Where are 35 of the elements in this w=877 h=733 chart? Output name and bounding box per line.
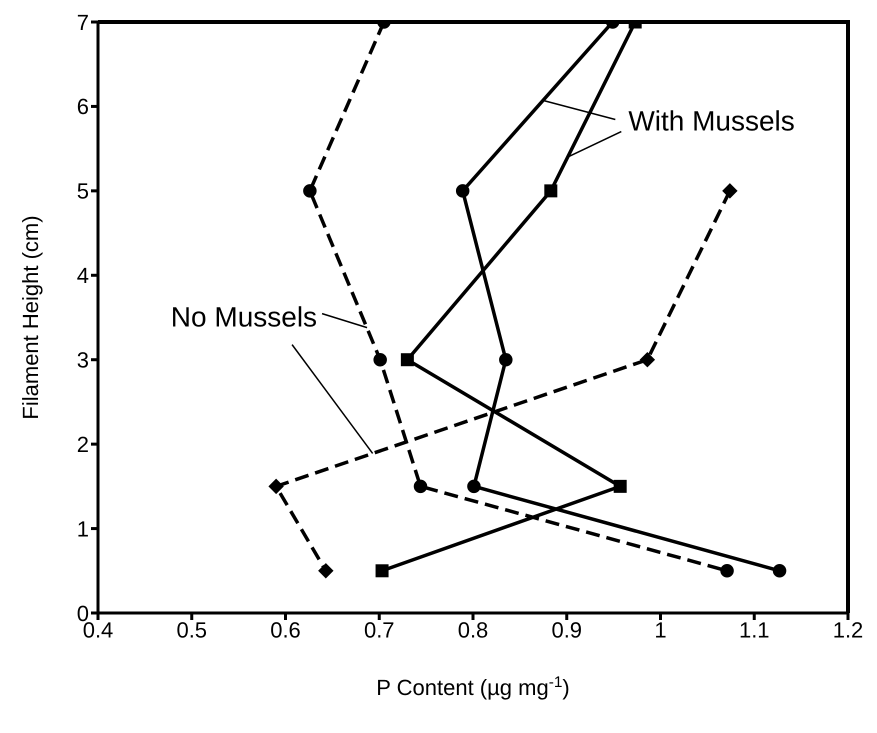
point bbox=[456, 184, 470, 198]
point bbox=[614, 480, 627, 493]
point bbox=[640, 352, 655, 368]
point bbox=[544, 184, 558, 198]
x-axis-title: P Content (µg mg$^{-1}$) bbox=[376, 674, 570, 700]
annotation: No Mussels bbox=[170, 302, 318, 333]
y-tick-label: 1 bbox=[76, 516, 89, 542]
point bbox=[772, 564, 786, 578]
y-tick-label: 5 bbox=[76, 178, 89, 204]
y-tick-label: 4 bbox=[76, 263, 89, 288]
y-axis-title: Filament Height (cm) bbox=[18, 215, 43, 420]
point bbox=[467, 480, 481, 494]
point bbox=[414, 480, 428, 494]
y-tick-label: 7 bbox=[76, 10, 89, 35]
x-tick-label: 1.2 bbox=[832, 618, 864, 643]
point bbox=[373, 352, 387, 366]
point bbox=[400, 353, 414, 366]
point bbox=[376, 564, 389, 578]
x-tick-label: 1.1 bbox=[738, 618, 770, 643]
point bbox=[720, 564, 734, 578]
x-tick-label: 1 bbox=[654, 618, 667, 643]
y-tick-label: 2 bbox=[76, 432, 89, 457]
point bbox=[303, 184, 317, 198]
x-tick-label: 0.8 bbox=[458, 618, 488, 643]
x-tick-label: 0.6 bbox=[270, 618, 301, 643]
annotation: With Mussels bbox=[628, 106, 795, 137]
x-tick-label: 0.7 bbox=[364, 618, 395, 643]
point bbox=[499, 352, 513, 366]
point bbox=[268, 478, 284, 494]
y-tick-label: 6 bbox=[76, 94, 89, 120]
point bbox=[722, 183, 738, 198]
x-tick-label: 0.5 bbox=[176, 618, 208, 643]
x-tick-label: 0.9 bbox=[551, 618, 582, 643]
y-tick-label: 3 bbox=[76, 348, 89, 373]
point bbox=[318, 563, 334, 578]
